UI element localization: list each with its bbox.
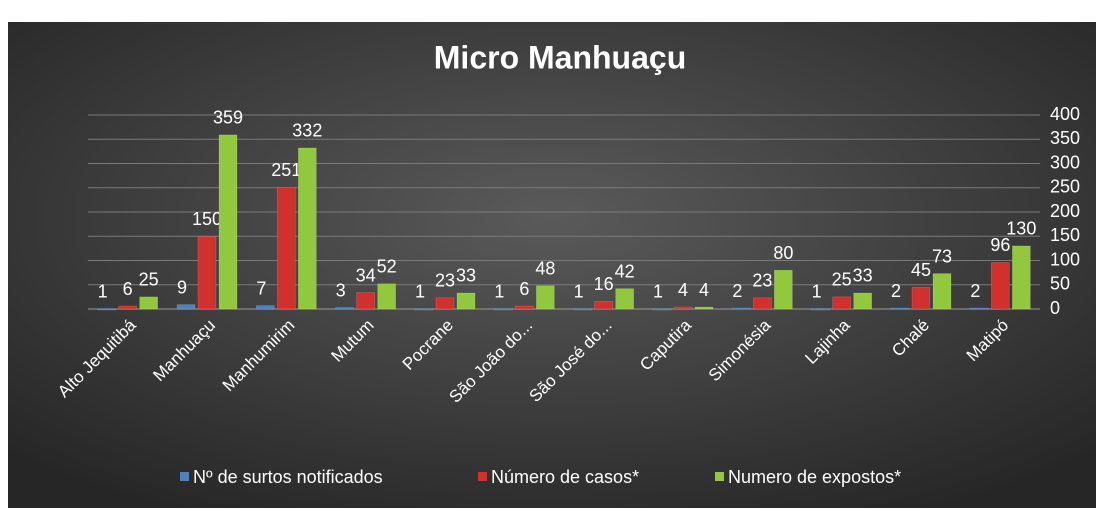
data-label: 2: [732, 281, 742, 301]
bar: [97, 308, 116, 311]
legend-label: Número de casos*: [491, 467, 639, 487]
data-label: 34: [356, 265, 376, 285]
data-label: 52: [377, 257, 397, 277]
bar: [256, 305, 275, 310]
bar: [911, 286, 931, 310]
y-tick-label: 200: [1050, 201, 1080, 221]
bar: [197, 236, 217, 310]
data-label: 332: [292, 121, 322, 141]
bar: [694, 306, 714, 310]
chart-background: [8, 22, 1096, 508]
data-label: 33: [456, 266, 476, 286]
bar: [435, 297, 455, 310]
bar: [615, 288, 634, 310]
data-label: 251: [271, 160, 301, 180]
data-label: 73: [932, 246, 952, 266]
y-tick-label: 350: [1050, 128, 1080, 148]
bar: [515, 305, 534, 310]
bar: [573, 308, 592, 311]
data-label: 48: [535, 258, 555, 278]
bar: [335, 307, 354, 310]
legend-swatch: [478, 472, 487, 481]
data-label: 1: [653, 281, 663, 301]
bar: [932, 273, 952, 310]
bar: [456, 292, 476, 310]
bar: [414, 308, 434, 311]
y-tick-label: 300: [1050, 152, 1080, 172]
chart-title: Micro Manhuaçu: [434, 39, 686, 75]
data-label: 150: [192, 209, 222, 229]
data-label: 4: [699, 280, 709, 300]
data-label: 1: [494, 281, 504, 301]
data-label: 42: [615, 261, 635, 281]
bar: [1012, 245, 1031, 310]
y-tick-label: 100: [1050, 249, 1080, 269]
bar: [753, 297, 772, 310]
bar: [494, 308, 513, 311]
y-tick-label: 250: [1050, 177, 1080, 197]
y-tick-label: 400: [1050, 104, 1080, 124]
y-tick-label: 0: [1050, 298, 1060, 318]
bar: [536, 285, 555, 310]
data-label: 6: [519, 279, 529, 299]
y-tick-label: 50: [1050, 274, 1070, 294]
data-label: 6: [123, 279, 133, 299]
bar: [970, 307, 989, 310]
bar: [673, 306, 693, 310]
bar: [176, 304, 196, 310]
bar: [890, 307, 910, 310]
y-tick-label: 150: [1050, 225, 1080, 245]
bar: [811, 308, 830, 311]
data-label: 25: [139, 270, 159, 290]
data-label: 45: [911, 260, 931, 280]
bar: [594, 300, 613, 310]
data-label: 2: [970, 281, 980, 301]
legend-label: Numero de expostos*: [728, 467, 901, 487]
data-label: 16: [594, 274, 614, 294]
bar: [298, 147, 317, 310]
data-label: 1: [415, 281, 425, 301]
data-label: 9: [177, 277, 187, 297]
bar: [356, 292, 375, 310]
legend-label: Nº de surtos notificados: [193, 467, 383, 487]
data-label: 33: [853, 266, 873, 286]
data-label: 1: [98, 281, 108, 301]
data-label: 2: [891, 281, 901, 301]
data-label: 1: [574, 281, 584, 301]
bar: [774, 269, 793, 310]
data-label: 96: [990, 235, 1010, 255]
data-label: 23: [752, 271, 772, 291]
data-label: 1: [812, 281, 822, 301]
data-label: 4: [678, 280, 688, 300]
bar: [832, 296, 851, 310]
legend-swatch: [180, 472, 189, 481]
data-label: 3: [336, 280, 346, 300]
bar: [991, 262, 1010, 310]
legend-swatch: [715, 472, 724, 481]
bar: [652, 308, 672, 311]
bar: [118, 305, 137, 310]
data-label: 359: [213, 108, 243, 128]
bar: [139, 296, 158, 310]
data-label: 23: [435, 271, 455, 291]
bar: [277, 187, 296, 310]
data-label: 130: [1006, 219, 1036, 239]
data-label: 7: [256, 278, 266, 298]
bar: [853, 292, 872, 310]
bar: [732, 307, 751, 310]
data-label: 80: [773, 243, 793, 263]
bar: [377, 283, 396, 310]
data-label: 25: [832, 270, 852, 290]
bar: [218, 134, 238, 310]
